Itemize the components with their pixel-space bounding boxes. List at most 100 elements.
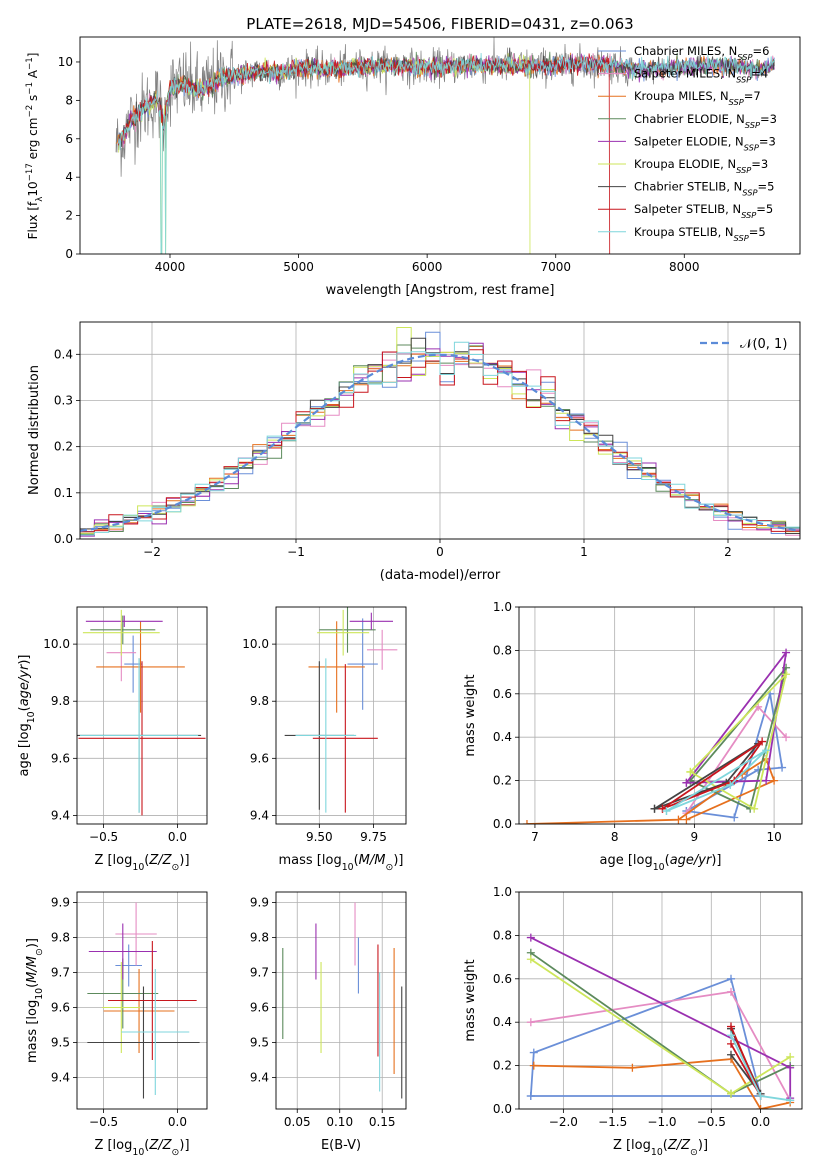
plus-marker: [727, 1039, 736, 1048]
plus-marker: [786, 1096, 795, 1105]
x-axis-label: (data-model)/error: [380, 568, 501, 583]
x-tick-label: −1: [287, 545, 305, 559]
x-tick-label: 2: [724, 545, 732, 559]
plus-marker: [727, 1089, 736, 1098]
plus-marker: [727, 1031, 736, 1040]
y-tick-label: 9.8: [51, 931, 70, 945]
y-tick-label: 0.2: [54, 440, 73, 454]
plus-marker: [762, 746, 771, 755]
plot-area: [80, 327, 800, 538]
y-tick-label: 0.1: [54, 486, 73, 500]
model-spectrum-kroupa-stelib: [118, 52, 775, 254]
x-tick-label: −0.5: [89, 830, 118, 844]
x-tick-label: 8: [611, 830, 619, 844]
x-tick-label: −1.5: [598, 1115, 627, 1129]
y-tick-label: 9.6: [250, 1001, 269, 1015]
x-tick-label: 0.0: [751, 1115, 770, 1129]
plus-marker: [526, 1091, 535, 1100]
histogram-kroupa-stelib: [80, 341, 800, 536]
y-tick-label: 0: [65, 247, 73, 261]
plus-marker: [650, 804, 659, 813]
plus-marker: [778, 763, 787, 772]
figure-title: PLATE=2618, MJD=54506, FIBERID=0431, z=0…: [246, 15, 633, 33]
plus-marker: [786, 1052, 795, 1061]
legend-label: Chabrier ELODIE, NSSP=3: [634, 112, 777, 130]
axes-frame: [275, 891, 407, 1110]
plus-marker: [756, 1105, 765, 1109]
x-axis-label: E(B-V): [321, 1138, 361, 1153]
plus-marker: [526, 1018, 535, 1027]
axes-frame: [518, 606, 803, 825]
axes-frame: [76, 606, 208, 825]
y-tick-label: 9.7: [51, 966, 70, 980]
mass-weight-vs-Z-panel: −2.0 −1.5 −1.0 −0.5 0.0 0.0 0.2 0.4 0.6 0.8 1.0 Z […: [463, 885, 803, 1158]
y-tick-label: 9.5: [250, 1036, 269, 1050]
y-tick-label: 9.4: [250, 808, 269, 822]
age-vs-Z-panel: −0.5 0.0 9.4 9.6 9.8 10.0 Z [log10(Z/Z⊙)] age […: [17, 606, 208, 873]
plus-marker: [770, 776, 779, 785]
legend-label: 𝒩(0, 1): [740, 337, 787, 352]
y-tick-label: 0.4: [493, 1015, 512, 1029]
y-tick-label: 4: [65, 170, 73, 184]
plus-marker: [730, 813, 739, 822]
observed-spectrum-line: [115, 37, 775, 177]
x-tick-label: 9.50: [306, 830, 333, 844]
y-tick-label: 0.8: [493, 928, 512, 942]
axes-frame: [79, 36, 801, 255]
x-tick-label: 10: [766, 830, 781, 844]
y-tick-label: 0.3: [54, 393, 73, 407]
plus-marker: [727, 987, 736, 996]
y-tick-label: 9.4: [250, 1071, 269, 1085]
legend-label: Kroupa MILES, NSSP=7: [634, 89, 761, 107]
y-tick-label: 9.9: [51, 896, 70, 910]
y-axis-label: Flux [fλ10−17 erg cm−2 s−1 A−1]: [25, 53, 45, 240]
y-tick-label: 0.2: [493, 1059, 512, 1073]
y-tick-label: 9.8: [250, 694, 269, 708]
x-axis-label: mass [log10(M/M⊙)]: [279, 853, 404, 873]
plot-area: [87, 902, 200, 1099]
plus-marker: [628, 1063, 637, 1072]
plus-marker: [526, 933, 535, 942]
y-tick-label: 9.6: [51, 751, 70, 765]
axes-frame: [79, 321, 801, 540]
axes-frame: [518, 891, 803, 1110]
plus-marker: [754, 702, 763, 711]
y-tick-label: 9.6: [250, 751, 269, 765]
y-tick-label: 9.8: [51, 694, 70, 708]
x-tick-label: 1: [580, 545, 588, 559]
plus-marker: [750, 804, 759, 813]
y-axis-label: mass [log10(M/M⊙)]: [25, 938, 45, 1063]
x-tick-label: 0.10: [326, 1115, 353, 1129]
plot-area: [77, 609, 206, 816]
x-tick-label: 9: [691, 830, 699, 844]
y-axis-label: Normed distribution: [27, 365, 42, 495]
x-tick-label: 6000: [412, 260, 443, 274]
plus-marker: [529, 1048, 538, 1057]
plus-marker: [758, 737, 767, 746]
x-tick-label: 0.05: [284, 1115, 311, 1129]
x-tick-label: 9.75: [360, 830, 387, 844]
x-axis-label: age [log10(age/yr)]: [599, 853, 721, 873]
y-tick-label: 0.0: [54, 532, 73, 546]
mass-weight-line-chabrier-miles: [685, 693, 784, 819]
x-tick-label: 0: [436, 545, 444, 559]
plot-area: [282, 902, 403, 1099]
y-tick-label: 0.2: [493, 774, 512, 788]
x-tick-label: −2: [143, 545, 161, 559]
legend-label: Chabrier STELIB, NSSP=5: [634, 180, 774, 198]
plot-area: [115, 37, 775, 254]
x-tick-label: 7000: [540, 260, 571, 274]
y-tick-label: 10: [58, 55, 73, 69]
x-tick-label: 0.15: [369, 1115, 396, 1129]
age-vs-mass-panel: 9.50 9.75 9.4 9.6 9.8 10.0 mass [log10(M/M⊙)]: [242, 606, 407, 873]
y-tick-label: 0.4: [493, 730, 512, 744]
plus-marker: [726, 780, 735, 789]
plus-marker: [727, 1022, 736, 1031]
y-tick-label: 10.0: [242, 637, 269, 651]
y-tick-label: 8: [65, 93, 73, 107]
legend-label: Salpeter STELIB, NSSP=5: [634, 202, 773, 220]
mass-weight-vs-age-panel: 7 8 9 10 0.0 0.2 0.4 0.6 0.8 1.0 age [log10(age/yr…: [463, 600, 803, 873]
y-tick-label: 9.7: [250, 966, 269, 980]
y-tick-label: 9.5: [51, 1036, 70, 1050]
